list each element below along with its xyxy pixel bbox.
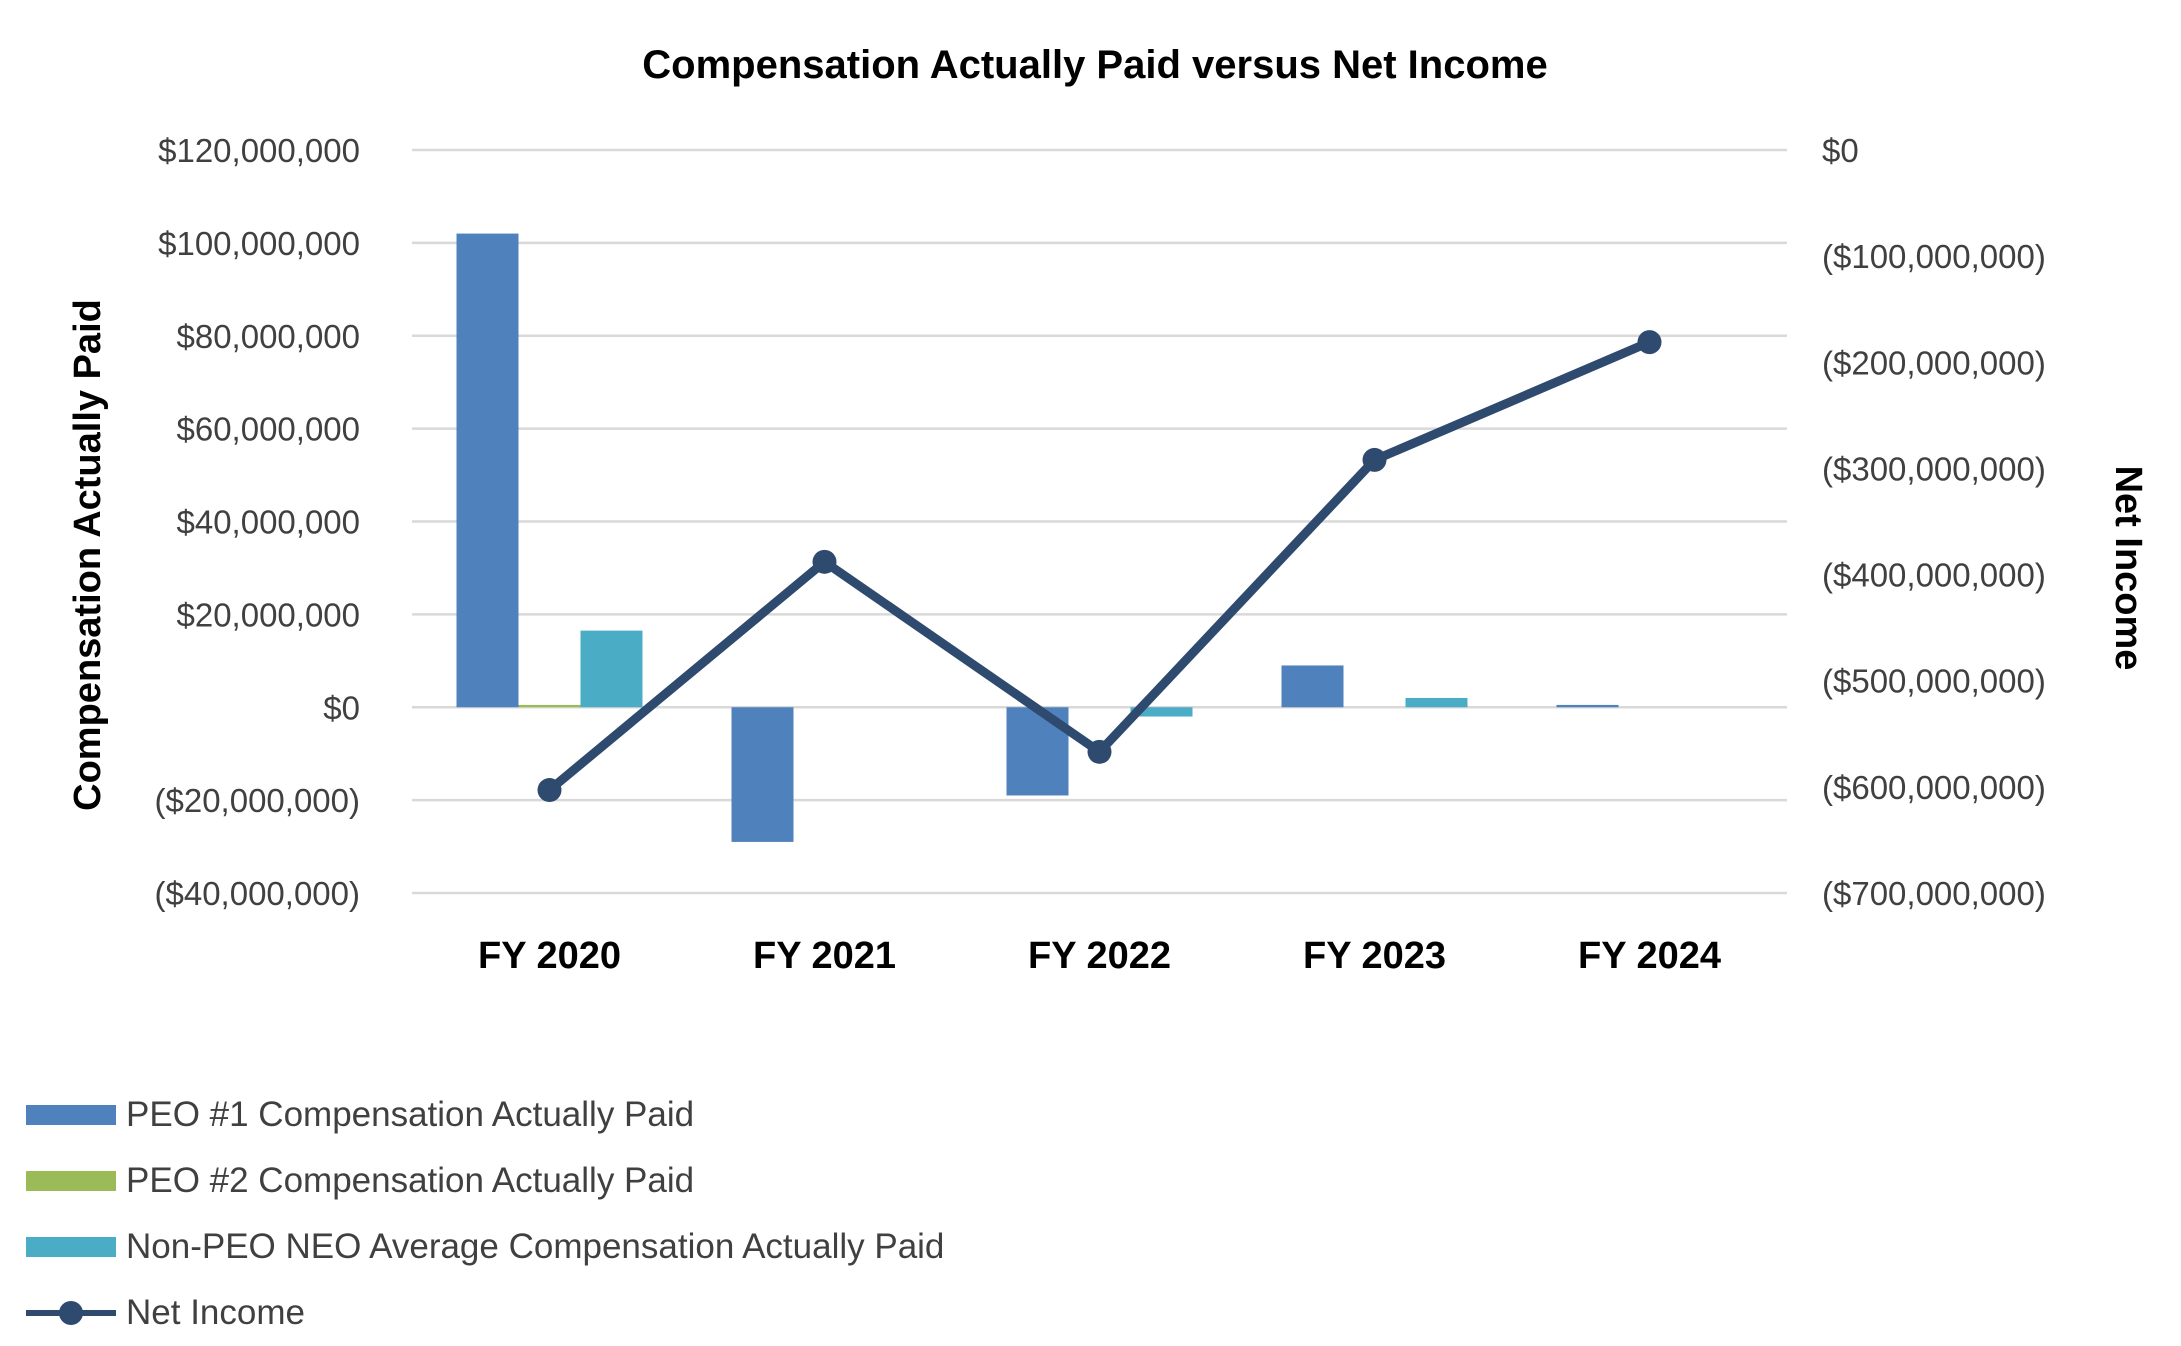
net-income-point	[812, 549, 837, 574]
right-tick-label: ($300,000,000)	[1822, 450, 2046, 487]
legend-swatch-net-income	[26, 1298, 116, 1328]
net-income-point	[537, 778, 562, 803]
x-tick-label: FY 2020	[478, 935, 621, 977]
legend-label-non-peo: Non-PEO NEO Average Compensation Actuall…	[126, 1227, 945, 1266]
left-tick-label: $40,000,000	[176, 504, 360, 541]
legend-label-net-income: Net Income	[126, 1293, 305, 1332]
legend-item-peo2: PEO #2 Compensation Actually Paid	[26, 1148, 944, 1214]
gridlines	[412, 148, 1787, 895]
legend-swatch-peo1	[26, 1105, 116, 1125]
legend-swatch-peo2	[26, 1171, 116, 1191]
left-tick-label: $0	[323, 689, 360, 726]
peo1-bar	[1281, 665, 1344, 708]
net-income-point	[1087, 739, 1112, 764]
net-income-point	[1637, 330, 1662, 355]
bars	[456, 233, 1619, 842]
x-tick-label: FY 2024	[1578, 935, 1721, 977]
left-tick-label: ($40,000,000)	[155, 875, 361, 912]
net-income-line	[546, 337, 1652, 794]
legend-label-peo1: PEO #1 Compensation Actually Paid	[126, 1095, 695, 1134]
non-peo-bar	[1130, 707, 1193, 717]
right-tick-label: ($600,000,000)	[1822, 769, 2046, 806]
x-tick-label: FY 2021	[753, 935, 896, 977]
peo2-bar	[518, 704, 581, 708]
right-tick-label: ($500,000,000)	[1822, 663, 2046, 700]
x-axis-ticks: FY 2020 FY 2021 FY 2022 FY 2023 FY 2024	[478, 935, 1721, 977]
net-income-point	[1362, 447, 1387, 472]
left-tick-label: $60,000,000	[176, 411, 360, 448]
left-axis-ticks: $120,000,000 $100,000,000 $80,000,000 $60,0…	[155, 132, 361, 912]
right-tick-label: ($100,000,000)	[1822, 238, 2046, 275]
non-peo-bar	[1405, 697, 1468, 708]
x-tick-label: FY 2022	[1028, 935, 1171, 977]
peo1-bar	[1556, 704, 1619, 708]
left-tick-label: $120,000,000	[158, 132, 360, 169]
legend-swatch-non-peo	[26, 1237, 116, 1257]
right-tick-label: $0	[1822, 132, 1859, 169]
legend: PEO #1 Compensation Actually Paid PEO #2…	[26, 1082, 944, 1346]
left-tick-label: $80,000,000	[176, 318, 360, 355]
legend-item-non-peo: Non-PEO NEO Average Compensation Actuall…	[26, 1214, 944, 1280]
left-tick-label: $20,000,000	[176, 596, 360, 633]
chart-title: Compensation Actually Paid versus Net In…	[642, 43, 1547, 87]
left-tick-label: ($20,000,000)	[155, 782, 361, 819]
peo1-bar	[731, 707, 794, 842]
non-peo-bar	[580, 630, 643, 708]
net-income-line-group	[537, 330, 1662, 803]
right-tick-label: ($700,000,000)	[1822, 875, 2046, 912]
peo1-bar	[456, 233, 519, 708]
legend-item-peo1: PEO #1 Compensation Actually Paid	[26, 1082, 944, 1148]
left-tick-label: $100,000,000	[158, 225, 360, 262]
x-tick-label: FY 2023	[1303, 935, 1446, 977]
legend-label-peo2: PEO #2 Compensation Actually Paid	[126, 1161, 695, 1200]
right-axis-ticks: $0 ($100,000,000) ($200,000,000) ($300,000,…	[1822, 132, 2046, 912]
legend-item-net-income: Net Income	[26, 1280, 944, 1346]
right-tick-label: ($400,000,000)	[1822, 557, 2046, 594]
right-tick-label: ($200,000,000)	[1822, 344, 2046, 381]
left-axis-title: Compensation Actually Paid	[67, 299, 109, 811]
right-axis-title: Net Income	[2107, 466, 2149, 671]
